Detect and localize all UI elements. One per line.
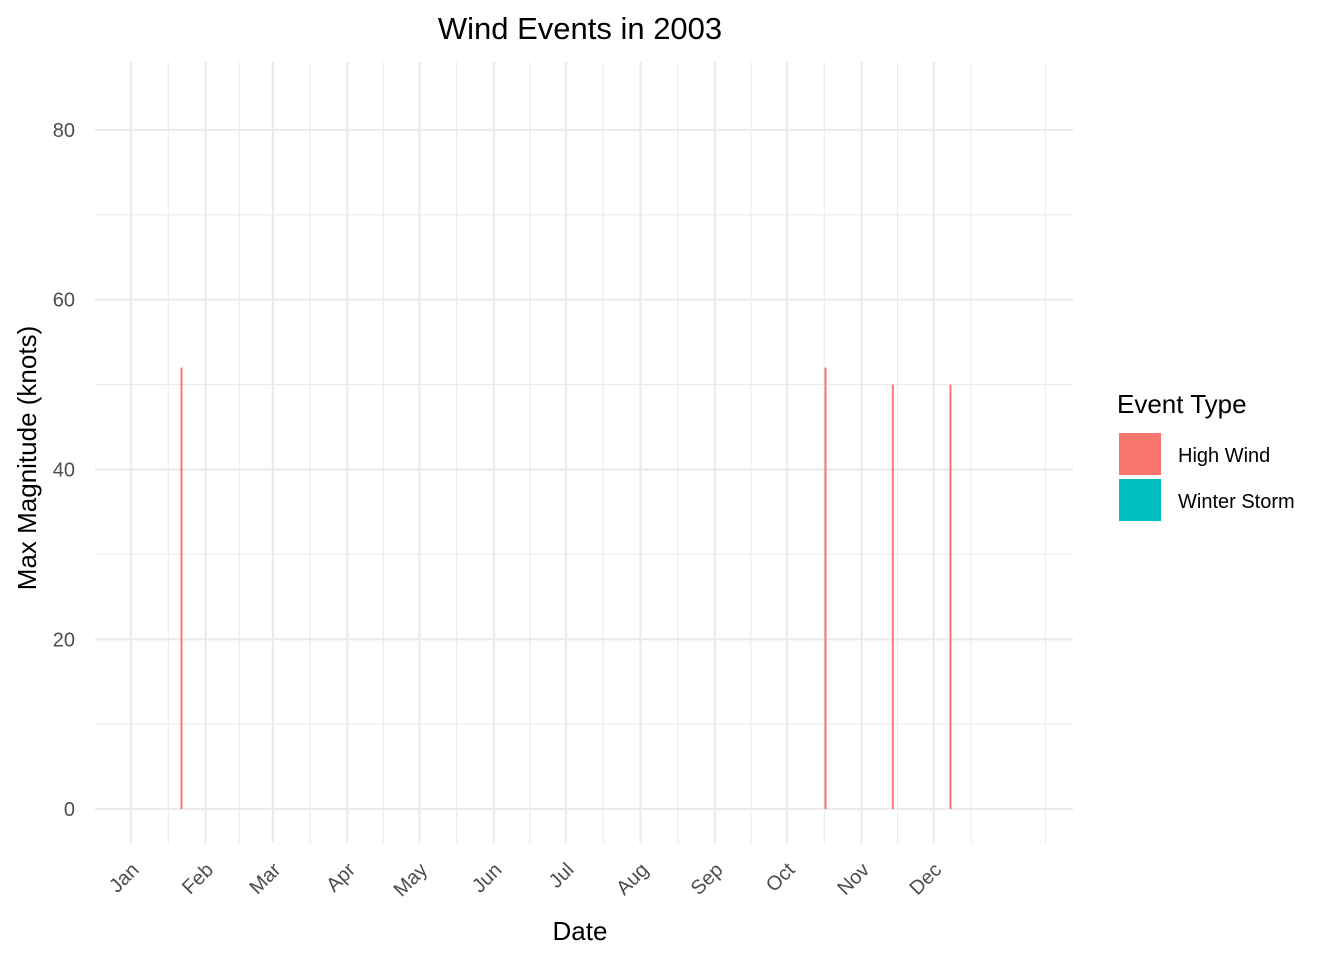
chart-title: Wind Events in 2003 bbox=[438, 11, 722, 46]
x-tick-label: Jan bbox=[105, 859, 143, 897]
y-tick-label: 0 bbox=[64, 799, 75, 821]
legend-label: High Wind bbox=[1178, 445, 1270, 467]
x-tick-label: Nov bbox=[833, 859, 874, 900]
x-tick-label: Dec bbox=[905, 859, 946, 900]
x-tick-label: Feb bbox=[178, 859, 218, 899]
y-tick-label: 20 bbox=[53, 629, 75, 651]
x-tick-label: Jul bbox=[545, 859, 579, 893]
bar bbox=[824, 367, 827, 810]
x-axis-tick-labels: Jan Feb Mar Apr May Jun Jul Aug Sep Oct Nov Dec bbox=[105, 859, 946, 902]
y-tick-label: 60 bbox=[53, 290, 75, 312]
bar bbox=[180, 367, 183, 810]
legend-entries: High Wind Winter Storm bbox=[1119, 433, 1295, 521]
y-tick-label: 40 bbox=[53, 459, 75, 481]
legend-key bbox=[1119, 433, 1161, 475]
x-tick-label: Mar bbox=[245, 859, 285, 899]
x-tick-label: Aug bbox=[612, 859, 653, 900]
legend: Event Type High Wind Winter Storm bbox=[1117, 389, 1295, 521]
grid-minor-lines bbox=[95, 62, 1073, 843]
grid-major-lines bbox=[95, 62, 1073, 843]
x-axis-title: Date bbox=[553, 916, 608, 946]
bars bbox=[180, 367, 952, 810]
x-tick-label: Oct bbox=[762, 859, 800, 897]
legend-key bbox=[1119, 479, 1161, 521]
x-tick-label: Sep bbox=[687, 859, 728, 900]
legend-title: Event Type bbox=[1117, 389, 1247, 419]
x-tick-label: Jun bbox=[468, 859, 506, 897]
bar bbox=[891, 384, 894, 810]
x-tick-label: Apr bbox=[322, 859, 360, 897]
y-tick-label: 80 bbox=[53, 120, 75, 142]
x-tick-label: May bbox=[390, 859, 432, 901]
y-axis-title: Max Magnitude (knots) bbox=[12, 326, 42, 590]
bar bbox=[949, 384, 952, 810]
legend-label: Winter Storm bbox=[1178, 491, 1295, 513]
y-axis-tick-labels: 0 20 40 60 80 bbox=[53, 120, 75, 821]
